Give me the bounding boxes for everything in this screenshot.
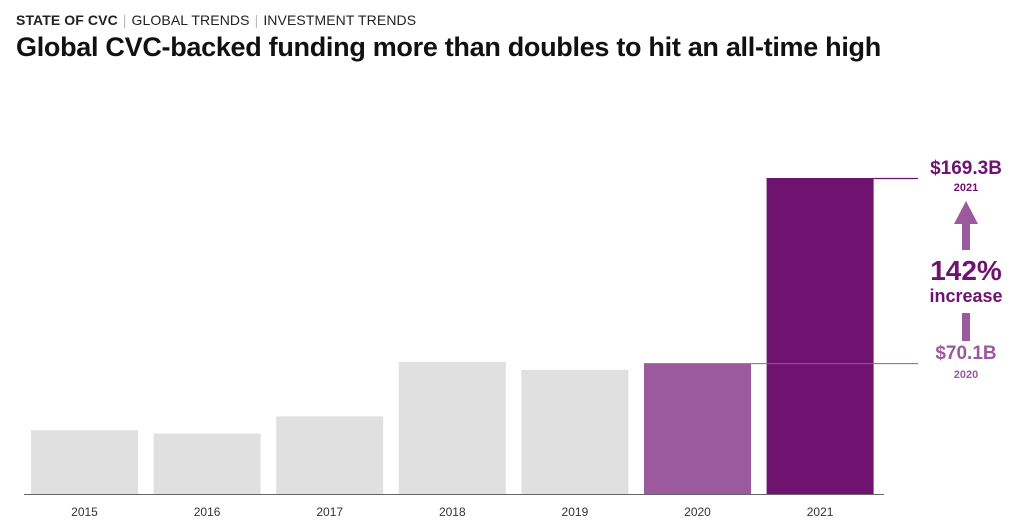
high-value-label: $169.3B — [930, 158, 1002, 179]
breadcrumb: STATE OF CVC | GLOBAL TRENDS | INVESTMENT TR… — [16, 12, 416, 28]
bar-2021 — [766, 178, 874, 494]
increase-arrow-shaft-upper — [962, 223, 970, 250]
x-tick-label-2018: 2018 — [439, 505, 466, 519]
bar-2015 — [31, 430, 138, 494]
bar-2016 — [153, 433, 261, 494]
low-value-label: $70.1B — [935, 343, 996, 364]
x-tick-label-2016: 2016 — [194, 505, 221, 519]
x-tick-label-2021: 2021 — [807, 505, 834, 519]
high-year-label: 2021 — [954, 182, 978, 194]
bar-2020 — [644, 363, 751, 494]
x-tick-label-2017: 2017 — [316, 505, 343, 519]
bar-2018 — [398, 361, 506, 494]
increase-arrow-shaft-lower — [962, 313, 970, 341]
increase-arrow-head — [954, 201, 978, 224]
page-title: Global CVC-backed funding more than doub… — [16, 32, 881, 62]
bar-2019 — [521, 369, 629, 494]
percent-change-label: 142% — [930, 255, 1002, 286]
breadcrumb-separator: | — [254, 12, 259, 28]
breadcrumb-separator: | — [122, 12, 127, 28]
low-year-label: 2020 — [954, 369, 978, 381]
breadcrumb-investment-trends: INVESTMENT TRENDS — [263, 12, 417, 28]
breadcrumb-global-trends: GLOBAL TRENDS — [131, 12, 250, 28]
x-tick-label-2019: 2019 — [562, 505, 589, 519]
x-tick-label-2015: 2015 — [71, 505, 98, 519]
breadcrumb-section: STATE OF CVC — [16, 12, 118, 28]
increase-label: increase — [929, 286, 1002, 306]
bar-2017 — [276, 416, 384, 494]
x-tick-label-2020: 2020 — [684, 505, 711, 519]
